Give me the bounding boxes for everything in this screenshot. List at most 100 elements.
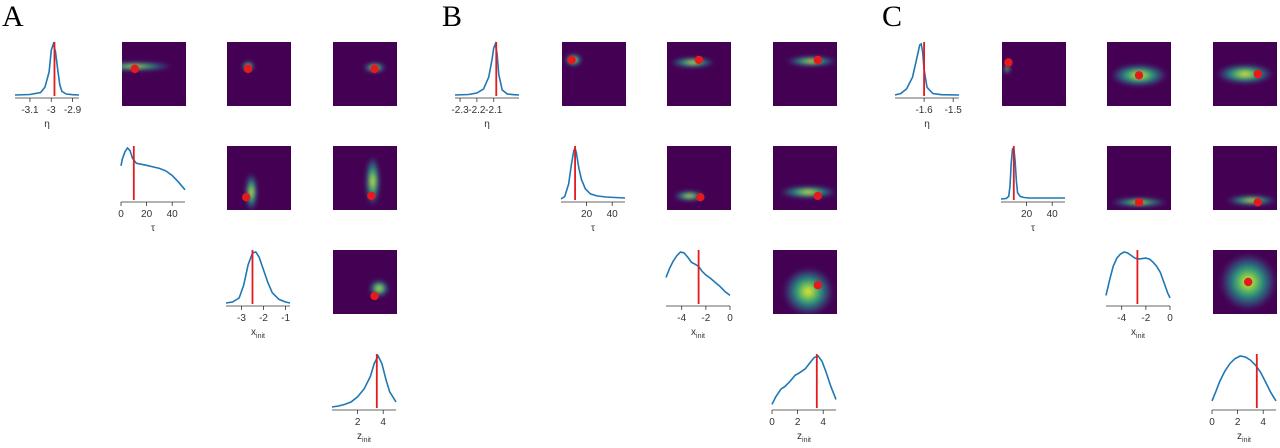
tick-label-2-2-1: -2 xyxy=(1141,313,1150,324)
tick-label-0-1-1: 20 xyxy=(141,209,153,220)
truth-point xyxy=(370,64,379,74)
density-curve-0-0 xyxy=(14,41,80,96)
heatmap-0-1-2 xyxy=(227,146,291,210)
panel-letter: B xyxy=(442,0,462,33)
heatmap-background xyxy=(1002,42,1066,106)
heatmap-background xyxy=(122,42,186,106)
tick-label-1-2-1: -2 xyxy=(701,313,710,324)
tick-label-1-2-0: -4 xyxy=(677,313,686,324)
truth-point xyxy=(242,193,251,202)
axis-label-0-1: τ xyxy=(151,223,155,234)
tick-label-0-2-1: -2 xyxy=(259,313,268,324)
heatmap-0-0-1 xyxy=(122,42,186,106)
axis-label-2-3: zinit xyxy=(1237,431,1251,444)
density-curve-0-2 xyxy=(225,251,291,304)
heatmap-background xyxy=(773,146,837,210)
truth-point xyxy=(1253,198,1263,207)
truth-point xyxy=(1004,58,1013,67)
truth-point xyxy=(1134,198,1144,207)
truth-point xyxy=(1134,71,1144,80)
tick-label-0-1-2: 40 xyxy=(167,209,179,220)
tick-label-0-1-0: 0 xyxy=(118,209,124,220)
density-curve-2-3 xyxy=(1211,355,1277,402)
tick-label-0-0-0: -3.1 xyxy=(21,105,39,116)
heatmap-background xyxy=(227,146,291,210)
axis-label-1-0: η xyxy=(484,119,490,130)
truth-point xyxy=(243,64,253,74)
density-curve-2-2 xyxy=(1105,251,1171,299)
density-blob xyxy=(670,57,715,68)
heatmap-background xyxy=(667,42,731,106)
tick-label-0-3-1: 4 xyxy=(380,417,386,428)
axis-label-2-0: η xyxy=(924,119,930,130)
density-blob xyxy=(785,56,837,67)
heatmap-2-0-3 xyxy=(1213,42,1277,106)
axis-label-0-0: η xyxy=(44,119,50,130)
heatmap-1-0-2 xyxy=(667,42,731,106)
truth-point xyxy=(696,193,705,202)
truth-point xyxy=(1244,277,1253,287)
heatmap-0-1-3 xyxy=(333,146,397,210)
tick-label-2-1-1: 40 xyxy=(1047,209,1059,220)
density-blob xyxy=(1216,63,1274,85)
heatmap-background xyxy=(773,42,837,106)
truth-point xyxy=(813,281,822,290)
panel-letter: C xyxy=(882,0,902,33)
tick-label-0-2-0: -3 xyxy=(237,313,246,324)
axis-label-0-2: xinit xyxy=(251,327,265,340)
tick-label-2-3-2: 4 xyxy=(1260,417,1266,428)
truth-point xyxy=(367,191,376,201)
density-blob xyxy=(1225,195,1277,206)
heatmap-1-0-1 xyxy=(562,42,626,106)
tick-label-1-0-0: -2.3 xyxy=(451,105,469,116)
heatmap-0-2-3 xyxy=(333,250,397,314)
axis-label-1-1: τ xyxy=(591,223,595,234)
tick-label-2-0-0: -1.6 xyxy=(915,105,933,116)
density-curve-1-0 xyxy=(454,41,520,96)
heatmap-0-0-3 xyxy=(333,42,397,106)
tick-label-1-0-1: -2.2 xyxy=(468,105,486,116)
tick-label-2-3-0: 0 xyxy=(1209,417,1215,428)
truth-point xyxy=(813,191,822,201)
truth-point xyxy=(567,55,576,65)
heatmap-1-1-3 xyxy=(773,146,837,210)
panel-a: A -3.1 -3 -2.9 η 0 20 40 τ -3 -2 -1 xinit 2 4 zinit xyxy=(2,0,397,444)
tick-label-1-0-2: -2.1 xyxy=(485,105,503,116)
truth-point xyxy=(370,291,379,301)
density-curve-0-3 xyxy=(331,354,397,408)
tick-label-2-0-1: -1.5 xyxy=(945,105,963,116)
heatmap-1-1-2 xyxy=(667,146,731,210)
heatmap-1-0-3 xyxy=(773,42,837,106)
density-curve-2-0 xyxy=(894,42,960,96)
axis-label-2-2: xinit xyxy=(1131,327,1145,340)
tick-label-1-2-2: 0 xyxy=(727,313,733,324)
density-curve-1-3 xyxy=(771,355,837,405)
panel-c: C -1.6 -1.5 η 20 40 τ -4 -2 0 xinit 0 2 4 zinit xyxy=(882,0,1277,444)
heatmap-2-0-1 xyxy=(1002,42,1066,106)
heatmap-1-2-3 xyxy=(773,250,837,314)
density-curve-1-1 xyxy=(560,145,626,200)
axis-label-0-3: zinit xyxy=(357,431,371,444)
heatmap-background xyxy=(562,42,626,106)
panel-b: B -2.3 -2.2 -2.1 η 20 40 τ -4 -2 0 xinit 0 2 4 zinit xyxy=(442,0,837,444)
tick-label-2-2-0: -4 xyxy=(1117,313,1126,324)
heatmap-2-1-2 xyxy=(1107,146,1171,210)
density-curve-2-1 xyxy=(1000,146,1065,200)
tick-label-0-0-1: -3 xyxy=(47,105,56,116)
axis-label-2-1: τ xyxy=(1031,223,1035,234)
tick-label-1-3-1: 2 xyxy=(795,417,801,428)
truth-point xyxy=(130,64,139,74)
tick-label-0-2-2: -1 xyxy=(281,313,290,324)
tick-label-2-1-0: 20 xyxy=(1021,209,1033,220)
axis-label-1-3: zinit xyxy=(797,431,811,444)
panel-letter: A xyxy=(2,0,24,33)
truth-point xyxy=(1253,69,1263,79)
tick-label-1-3-2: 4 xyxy=(820,417,826,428)
heatmap-background xyxy=(333,42,397,106)
tick-label-1-1-0: 20 xyxy=(581,209,593,220)
heatmap-background xyxy=(333,146,397,210)
density-blob xyxy=(244,172,258,210)
density-curve-0-1 xyxy=(120,146,186,191)
truth-point xyxy=(694,55,704,65)
